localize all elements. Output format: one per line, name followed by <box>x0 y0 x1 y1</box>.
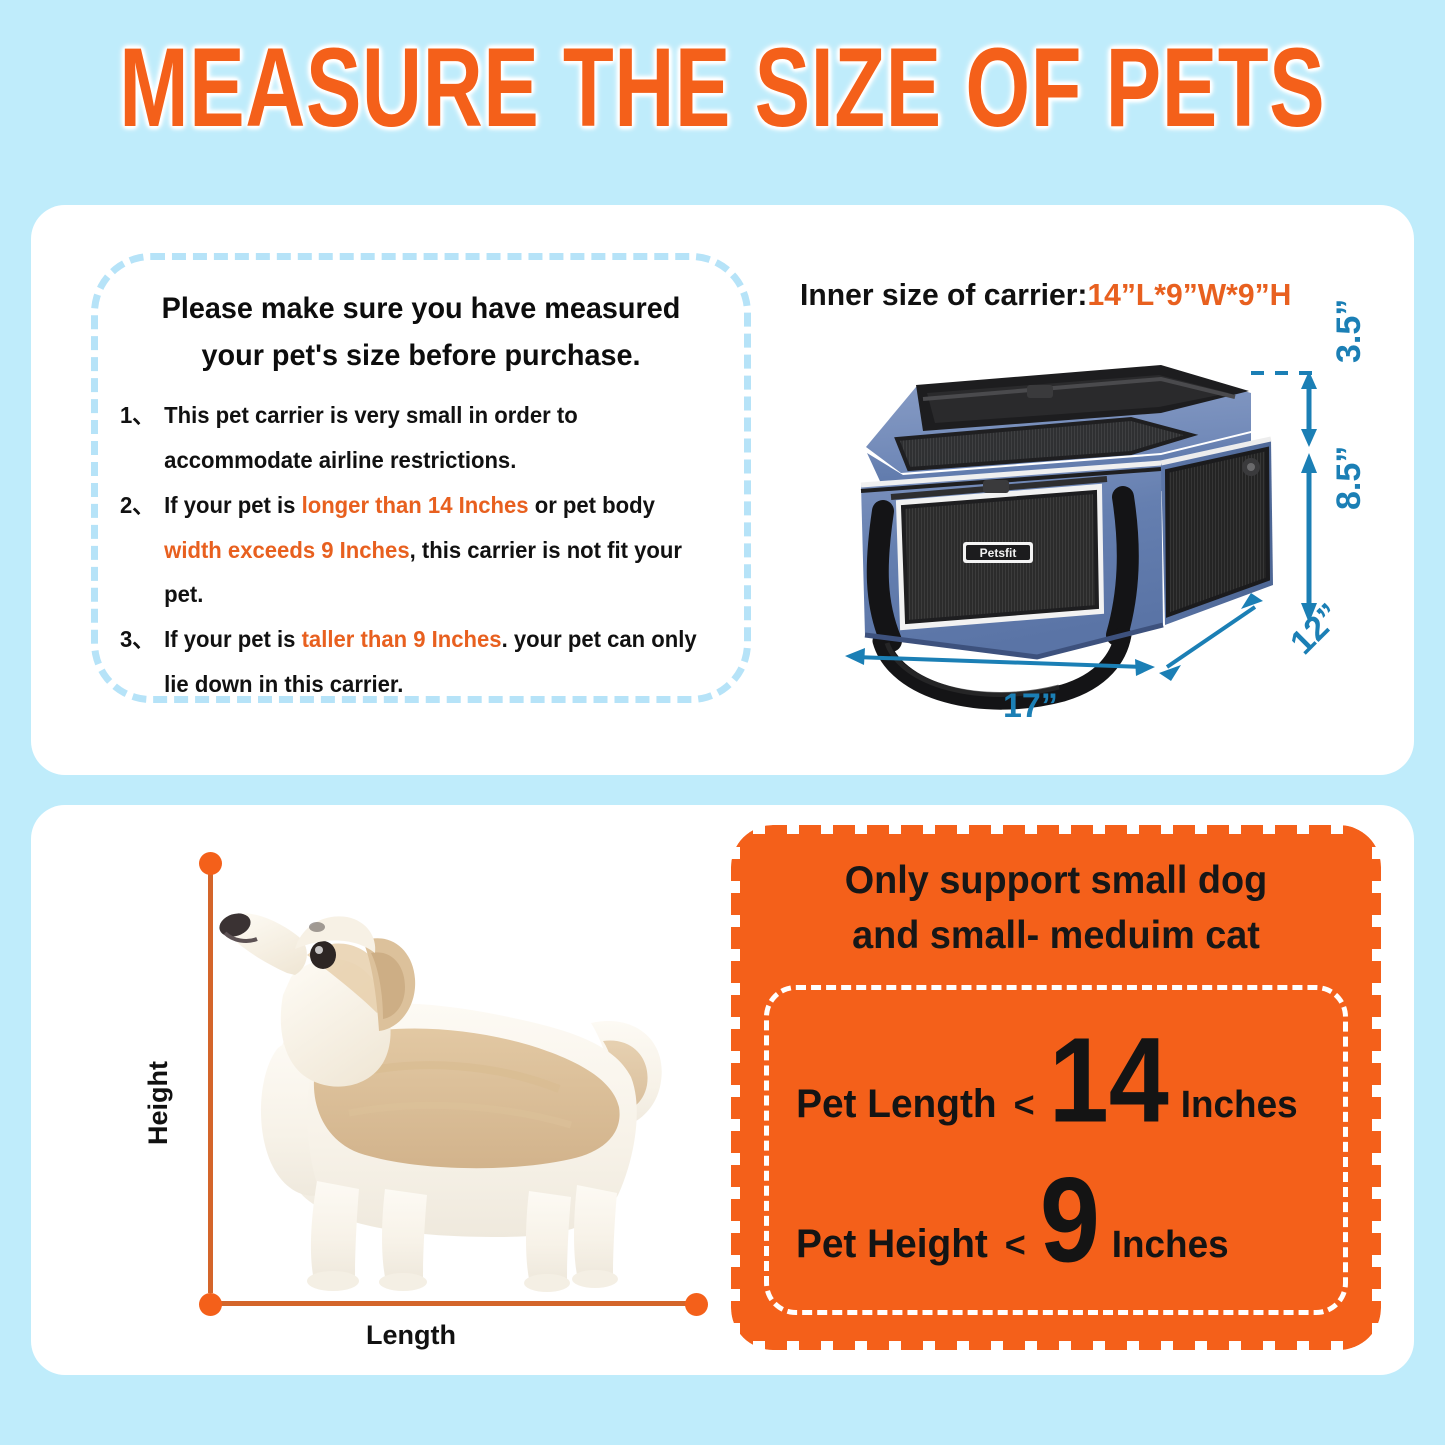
carrier-size-heading-label: Inner size of carrier: <box>800 277 1088 312</box>
text-segment: This pet carrier is very small in order … <box>164 402 578 473</box>
text-segment-highlight: width exceeds 9 Inches <box>164 536 410 563</box>
spec-operator: < <box>1004 1224 1026 1265</box>
list-item-text: This pet carrier is very small in order … <box>164 393 698 483</box>
instructions-heading: Please make sure you have measured your … <box>132 286 710 379</box>
pet-size-limit-card: Height Length Only support small dog and… <box>31 805 1414 1375</box>
spec-value: 9 <box>1039 1151 1100 1288</box>
svg-text:Petsfit: Petsfit <box>980 546 1017 560</box>
measurement-instructions-card: Please make sure you have measured your … <box>31 205 1414 775</box>
text-segment: , this carrier is not fit your pet. <box>164 536 682 608</box>
spec-unit: Inches <box>1111 1224 1229 1266</box>
list-item-number: 1、 <box>120 402 155 428</box>
carrier-product-image: Petsfit <box>845 365 1323 710</box>
list-item: 1、 This pet carrier is very small in ord… <box>120 393 698 483</box>
text-segment: If your pet is <box>164 491 302 518</box>
dimension-label-top-height: 3.5” <box>1330 298 1368 363</box>
length-endpoint-dot-left <box>199 1293 222 1316</box>
carrier-size-heading-value: 14”L*9”W*9”H <box>1087 277 1292 312</box>
spec-label: Pet Length <box>796 1082 997 1126</box>
length-measure-line <box>208 1301 695 1306</box>
list-item-number: 3、 <box>120 626 155 653</box>
instructions-panel: Please make sure you have measured your … <box>91 253 751 703</box>
support-title-line-1: Only support small dog <box>844 859 1268 902</box>
instructions-list: 1、 This pet carrier is very small in ord… <box>120 393 722 707</box>
list-item: 2、 If your pet is longer than 14 Inches … <box>120 483 698 618</box>
spec-unit: Inches <box>1180 1084 1298 1126</box>
list-item-number: 2、 <box>120 491 155 518</box>
supported-pet-size-panel: Only support small dog and small- meduim… <box>731 825 1381 1350</box>
text-segment-highlight: longer than 14 Inches <box>301 491 529 518</box>
height-measure-line <box>208 863 213 1293</box>
page-title: MEASURE THE SIZE OF PETS <box>119 25 1326 152</box>
spec-row-pet-length: Pet Length < 14 Inches <box>793 1019 1299 1141</box>
support-panel-title: Only support small dog and small- meduim… <box>741 853 1372 964</box>
dimension-label-width: 17” <box>1003 687 1058 725</box>
spec-label: Pet Height <box>795 1222 988 1266</box>
pet-measurement-diagram: Height Length <box>91 825 741 1365</box>
list-item-text: If your pet is longer than 14 Inches or … <box>164 483 698 618</box>
height-endpoint-dot <box>199 852 222 875</box>
support-panel-background <box>731 825 1381 1350</box>
length-label: Length <box>366 1320 456 1350</box>
support-inner-dashed-border <box>764 985 1348 1315</box>
instructions-heading-line-1: Please make sure you have measured <box>161 292 681 325</box>
height-label: Height <box>143 1061 173 1145</box>
dimension-label-body-height: 8.5” <box>1330 445 1368 510</box>
text-segment: If your pet is <box>164 626 302 653</box>
dimension-arrows <box>845 371 1323 681</box>
page-header: MEASURE THE SIZE OF PETS <box>0 0 1445 178</box>
support-title-line-2: and small- meduim cat <box>852 914 1260 958</box>
spec-row-pet-height: Pet Height < 9 Inches <box>793 1159 1230 1281</box>
list-item: 3、 If your pet is taller than 9 Inches. … <box>120 617 698 707</box>
text-segment: . your pet can only lie down in this car… <box>164 626 697 698</box>
carrier-size-heading: Inner size of carrier:14”L*9”W*9”H <box>800 277 1382 313</box>
text-segment-highlight: taller than 9 Inches <box>301 626 502 653</box>
list-item-text: If your pet is taller than 9 Inches. you… <box>164 617 698 707</box>
length-endpoint-dot-right <box>685 1293 708 1316</box>
spec-value: 14 <box>1048 1011 1169 1148</box>
text-segment: or pet body <box>528 491 655 518</box>
instructions-heading-line-2: your pet's size before purchase. <box>201 338 641 372</box>
carrier-illustration: Petsfit <box>831 299 1391 755</box>
dog-photo <box>219 913 662 1292</box>
spec-operator: < <box>1013 1084 1035 1125</box>
brand-badge-group: Petsfit <box>963 542 1033 563</box>
